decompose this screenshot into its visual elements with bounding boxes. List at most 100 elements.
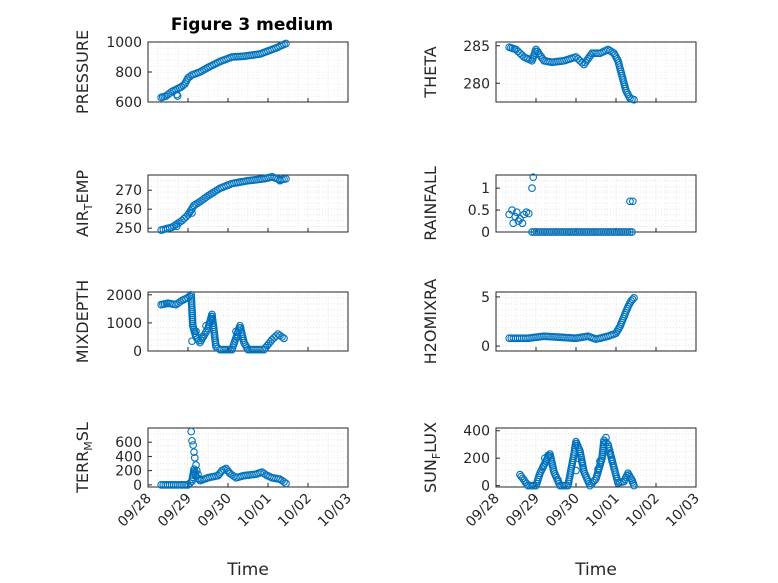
x-tick-label: 09/29 <box>155 491 195 531</box>
data-point <box>192 466 201 475</box>
data-point <box>234 333 242 341</box>
y-tick-label: 600 <box>115 435 142 451</box>
data-point <box>173 92 182 100</box>
data-point <box>628 228 636 236</box>
data-point <box>280 478 288 486</box>
data-point <box>524 209 533 218</box>
y-tick-label: 0.5 <box>468 203 490 219</box>
x-tick-label: 09/28 <box>115 491 155 531</box>
data-point <box>182 481 190 489</box>
data-point <box>628 295 637 304</box>
data-point <box>196 475 204 484</box>
data-point <box>625 228 634 236</box>
x-tick-label: 09/29 <box>503 491 543 531</box>
data-point <box>187 205 196 214</box>
data-point <box>180 214 188 223</box>
axes-frame <box>147 174 349 233</box>
y-tick-label: 1 <box>481 181 490 197</box>
y-tick-label: 0 <box>133 478 142 494</box>
data-point <box>524 481 532 490</box>
data-point <box>208 189 216 198</box>
data-point <box>254 345 262 354</box>
data-point <box>194 199 202 207</box>
axes-frame <box>147 427 349 488</box>
y-axis-label: H2OMIXRA <box>421 279 440 365</box>
x-tick-label: 09/30 <box>195 491 235 531</box>
data-point <box>172 222 181 231</box>
y-axis-label: MIXDEPTH <box>73 280 92 363</box>
y-tick-label: 200 <box>115 464 142 480</box>
x-tick-label: 10/03 <box>663 491 703 531</box>
y-tick-label: 260 <box>115 202 142 218</box>
y-tick-label: 400 <box>463 424 490 440</box>
subplot-theta: 280 285 THETA <box>421 39 697 104</box>
x-tick-label: 10/02 <box>275 491 315 531</box>
y-tick-label: 250 <box>115 221 142 237</box>
y-tick-label: 0 <box>481 225 490 241</box>
data-point <box>630 95 638 104</box>
data-point <box>578 458 586 467</box>
subplot-h2omixra: 0 5 H2OMIXRA <box>421 279 697 365</box>
data-point <box>590 49 598 58</box>
subplot-mixdepth: 0 1000 2000 MIXDEPTH <box>73 280 349 363</box>
x-tick-label: 09/28 <box>463 491 503 531</box>
data-point <box>604 45 612 54</box>
data-point <box>512 208 521 217</box>
data-point <box>594 465 602 474</box>
data-point <box>216 345 224 354</box>
y-tick-label: 1000 <box>106 35 142 51</box>
data-point <box>190 448 198 457</box>
data-point <box>202 193 210 202</box>
data-point <box>630 294 638 302</box>
data-point <box>278 333 286 341</box>
data-point <box>176 297 184 306</box>
x-axis-label: Time <box>574 560 617 580</box>
data-point <box>544 451 552 460</box>
data-point <box>276 176 284 185</box>
data-point <box>280 334 288 343</box>
data-point <box>188 337 196 346</box>
data-point <box>190 454 199 462</box>
y-tick-label: 0 <box>481 479 490 495</box>
y-axis-label: TERRMSL <box>73 422 95 494</box>
subplot-pressure: 600 800 1000 PRESSURE <box>73 30 349 114</box>
data-point <box>214 185 222 194</box>
data-point <box>539 462 548 471</box>
data-point <box>218 345 226 354</box>
data-point <box>189 441 198 449</box>
data-point <box>190 201 198 210</box>
y-tick-label: 400 <box>115 449 142 465</box>
data-point <box>560 481 568 490</box>
x-tick-label: 10/03 <box>315 491 355 531</box>
data-point <box>554 476 562 484</box>
data-point <box>516 214 524 223</box>
data-point <box>184 211 192 219</box>
y-axis-label: RAINFALL <box>421 166 440 241</box>
data-point <box>626 197 634 206</box>
data-point <box>186 72 194 81</box>
data-point <box>602 438 610 447</box>
y-tick-label: 800 <box>115 65 142 81</box>
data-point <box>596 457 604 465</box>
data-point <box>529 173 538 182</box>
data-point <box>220 345 228 354</box>
data-point <box>230 472 238 481</box>
data-point <box>628 197 637 206</box>
data-point <box>514 217 523 225</box>
data-point <box>578 58 586 67</box>
data-point <box>260 469 268 478</box>
data-point <box>188 436 196 445</box>
data-point <box>178 216 186 225</box>
data-point <box>516 49 524 58</box>
data-point <box>212 186 220 195</box>
x-tick-label: 09/30 <box>543 491 583 531</box>
y-axis-label: PRESSURE <box>73 30 92 114</box>
y-tick-label: 0 <box>133 344 142 360</box>
data-point <box>508 206 516 214</box>
data-point <box>623 228 632 236</box>
data-point <box>208 316 216 324</box>
data-point <box>186 207 195 215</box>
y-tick-label: 280 <box>463 76 490 92</box>
